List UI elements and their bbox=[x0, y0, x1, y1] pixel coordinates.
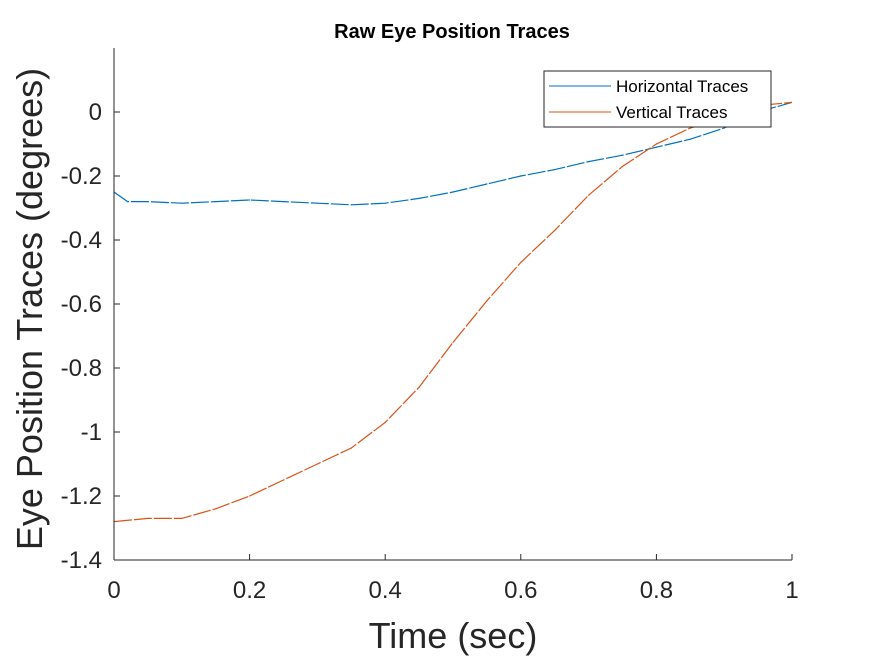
x-axis-label: Time (sec) bbox=[369, 615, 538, 656]
data-point bbox=[147, 517, 149, 520]
y-tick-label: 0 bbox=[89, 99, 102, 126]
data-point bbox=[316, 463, 318, 465]
data-point bbox=[621, 154, 624, 156]
series-line-vertical bbox=[114, 101, 792, 523]
data-point bbox=[384, 421, 386, 423]
data-point bbox=[588, 161, 590, 163]
data-point bbox=[350, 204, 352, 206]
series-layer bbox=[114, 101, 792, 523]
data-point bbox=[126, 201, 129, 203]
x-tick-label: 0.8 bbox=[640, 577, 673, 604]
data-point bbox=[384, 202, 386, 204]
data-point bbox=[215, 201, 217, 203]
y-tick-label: -0.8 bbox=[61, 355, 102, 382]
chart-title: Raw Eye Position Traces bbox=[334, 21, 570, 43]
data-point bbox=[249, 495, 251, 497]
data-point bbox=[282, 201, 285, 203]
y-tick-label: -1 bbox=[81, 419, 102, 446]
y-tick-label: -1.4 bbox=[61, 547, 102, 574]
x-tick-label: 1 bbox=[785, 577, 798, 604]
data-point bbox=[689, 138, 691, 140]
data-point bbox=[655, 143, 658, 145]
data-point bbox=[588, 194, 590, 196]
legend: Horizontal Traces Vertical Traces bbox=[543, 70, 772, 128]
x-tick-label: 0 bbox=[107, 577, 120, 604]
legend-label-horizontal: Horizontal Traces bbox=[616, 77, 748, 96]
data-point bbox=[418, 197, 420, 199]
data-point bbox=[621, 165, 624, 167]
series-line-horizontal bbox=[114, 101, 792, 206]
legend-box bbox=[543, 70, 772, 128]
data-point bbox=[520, 175, 522, 177]
data-point bbox=[723, 127, 725, 129]
data-point bbox=[249, 199, 251, 201]
data-point bbox=[452, 341, 454, 343]
data-point bbox=[791, 101, 792, 103]
data-point bbox=[655, 146, 658, 148]
data-point bbox=[554, 169, 556, 171]
data-point bbox=[282, 479, 285, 481]
x-axis-ticks: 0 0.2 0.4 0.6 0.8 1 bbox=[107, 554, 799, 604]
x-tick-label: 0.2 bbox=[233, 577, 266, 604]
x-tick-label: 0.4 bbox=[369, 577, 402, 604]
y-tick-label: -0.6 bbox=[61, 291, 102, 318]
data-point bbox=[452, 191, 454, 193]
x-tick-label: 0.6 bbox=[504, 577, 537, 604]
data-point bbox=[350, 447, 352, 449]
data-point bbox=[486, 183, 488, 185]
y-tick-label: -1.2 bbox=[61, 483, 102, 510]
data-point bbox=[215, 508, 217, 510]
y-tick-label: -0.2 bbox=[61, 163, 102, 190]
y-tick-label: -0.4 bbox=[61, 227, 102, 254]
y-axis-label: Eye Position Traces (degrees) bbox=[9, 68, 50, 550]
data-point bbox=[181, 517, 183, 520]
y-axis-ticks: 0 -0.2 -0.4 -0.6 -0.8 -1 -1.2 -1.4 bbox=[61, 99, 120, 574]
data-point bbox=[554, 229, 556, 231]
data-point bbox=[486, 300, 488, 302]
data-point bbox=[520, 261, 522, 263]
data-point bbox=[418, 386, 420, 388]
data-point bbox=[181, 202, 183, 204]
data-point bbox=[147, 201, 149, 203]
data-point bbox=[316, 202, 318, 204]
data-point bbox=[689, 127, 691, 129]
legend-label-vertical: Vertical Traces bbox=[616, 103, 728, 122]
